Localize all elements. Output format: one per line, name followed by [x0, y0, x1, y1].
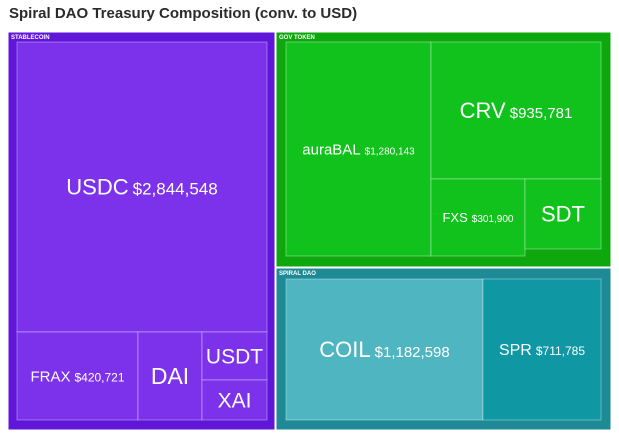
tile-name-spr: SPR	[499, 342, 532, 359]
tile-rect-coil[interactable]	[285, 278, 484, 421]
tile-name-sdt: SDT	[541, 202, 585, 227]
tile-crv[interactable]: CRV $935,781	[430, 41, 602, 180]
tile-label-sdt: SDT	[541, 202, 585, 227]
tile-rect-aurabal[interactable]	[285, 41, 432, 257]
group-label-stablecoin: STABLECOIN	[11, 35, 50, 41]
tile-coil[interactable]: COIL $1,182,598	[285, 278, 484, 421]
tile-rect-sdt[interactable]	[524, 178, 602, 250]
tile-value-aurabal: $1,280,143	[365, 146, 415, 157]
tile-aurabal[interactable]: auraBAL $1,280,143	[285, 41, 432, 257]
tile-name-crv: CRV	[460, 98, 506, 123]
tile-name-usdc: USDC	[66, 175, 128, 200]
tile-name-coil: COIL	[319, 337, 370, 362]
group-label-spiral-dao: SPIRAL DAO	[279, 271, 316, 277]
tile-label-coil: COIL $1,182,598	[319, 337, 449, 362]
tile-value-fxs: $301,900	[472, 214, 514, 225]
tile-value-coil: $1,182,598	[375, 344, 450, 361]
tile-label-usdt: USDT	[206, 345, 263, 368]
tile-fxs[interactable]: FXS $301,900	[430, 178, 526, 257]
tile-label-spr: SPR $711,785	[499, 342, 585, 359]
tile-name-usdt: USDT	[206, 345, 263, 368]
tile-rect-usdc[interactable]	[16, 41, 268, 333]
tile-value-usdc: $2,844,548	[133, 180, 218, 199]
tile-value-crv: $935,781	[510, 105, 573, 122]
group-label-gov-token: GOV TOKEN	[279, 35, 315, 41]
tile-rect-usdt[interactable]	[201, 331, 268, 381]
tile-name-frax: FRAX	[30, 368, 70, 385]
tile-name-fxs: FXS	[442, 210, 468, 225]
tile-label-xai: XAI	[218, 389, 252, 412]
chart-title: Spiral DAO Treasury Composition (conv. t…	[9, 5, 358, 22]
group-stablecoin: STABLECOIN USDC $2,844,548 FRAX $420,721 DAI U…	[7, 31, 276, 431]
tile-dai[interactable]: DAI	[137, 331, 203, 421]
tile-label-usdc: USDC $2,844,548	[66, 175, 217, 200]
tile-label-dai: DAI	[151, 363, 189, 389]
group-gov-token: GOV TOKEN auraBAL $1,280,143 CRV $935,781 FXS…	[275, 31, 612, 268]
tile-frax[interactable]: FRAX $420,721	[16, 331, 139, 421]
tile-value-spr: $711,785	[536, 344, 585, 358]
tile-sdt[interactable]: SDT	[524, 178, 602, 250]
tile-rect-spr[interactable]	[482, 278, 602, 421]
tile-rect-crv[interactable]	[430, 41, 602, 180]
tile-rect-xai[interactable]	[201, 379, 268, 421]
tile-rect-frax[interactable]	[16, 331, 139, 421]
tile-label-fxs: FXS $301,900	[442, 210, 513, 225]
tile-name-xai: XAI	[218, 389, 252, 412]
tile-label-frax: FRAX $420,721	[30, 368, 124, 385]
group-spiral-dao: SPIRAL DAO COIL $1,182,598 SPR $711,785	[275, 267, 612, 431]
tile-name-dai: DAI	[151, 363, 189, 389]
tile-xai[interactable]: XAI	[201, 379, 268, 421]
tile-label-crv: CRV $935,781	[460, 98, 573, 123]
tile-usdt[interactable]: USDT	[201, 331, 268, 381]
tile-name-aurabal: auraBAL	[302, 141, 360, 158]
tile-spr[interactable]: SPR $711,785	[482, 278, 602, 421]
tile-usdc[interactable]: USDC $2,844,548	[16, 41, 268, 333]
tile-value-frax: $420,721	[74, 370, 124, 384]
tile-label-aurabal: auraBAL $1,280,143	[302, 141, 415, 158]
tile-rect-fxs[interactable]	[430, 178, 526, 257]
